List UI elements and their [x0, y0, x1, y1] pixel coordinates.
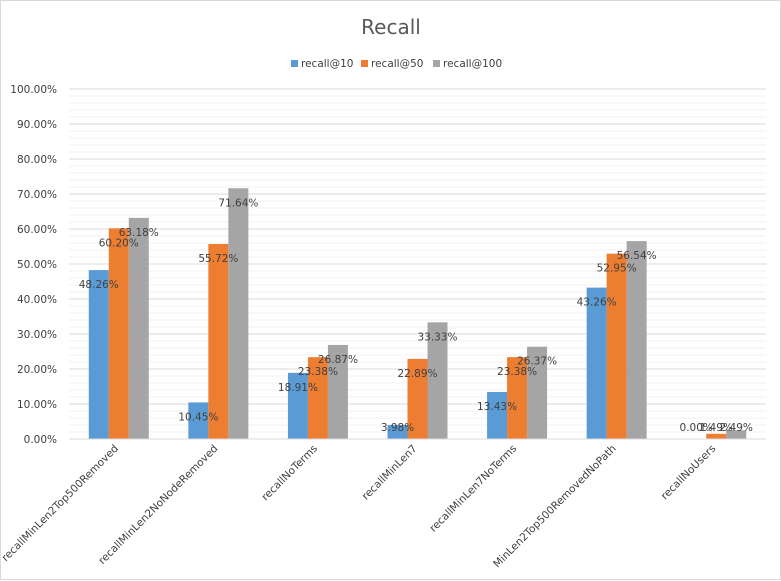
category-label: recallNoTerms [259, 443, 320, 504]
y-tick-label: 60.00% [17, 224, 57, 236]
legend-label: recall@50 [371, 58, 423, 70]
y-tick-label: 70.00% [17, 189, 57, 201]
y-axis: 0.00% 10.00% 20.00% 30.00% 40.00% 50.00% 60.00… [10, 84, 57, 446]
category-label: recallMinLen2NoNodeRemoved [96, 443, 220, 567]
data-label: 26.87% [318, 354, 358, 366]
bars [88, 188, 747, 439]
y-tick-label: 100.00% [10, 84, 57, 96]
bar-recall-at-50 [507, 357, 528, 439]
bar-recall-at-50 [706, 433, 727, 439]
data-label: 23.38% [298, 366, 338, 378]
bar-recall-at-10 [88, 270, 109, 439]
category-label: recallMinLen7NoTerms [427, 443, 519, 535]
data-label: 1.49% [700, 422, 733, 434]
data-label: 13.43% [477, 401, 517, 413]
category-label: recallMinLen2Top500Removed [1, 443, 121, 564]
bar-recall-at-10 [387, 425, 408, 439]
y-tick-label: 90.00% [17, 119, 57, 131]
bar-recall-at-50 [307, 357, 328, 439]
bar-recall-at-10 [287, 372, 308, 439]
data-label: 48.26% [79, 279, 119, 291]
data-label: 22.89% [397, 368, 437, 380]
data-label: 60.20% [99, 237, 139, 249]
data-label: 33.33% [417, 331, 457, 343]
bar-recall-at-50 [407, 358, 428, 439]
bar-recall-at-50 [606, 253, 627, 439]
bar-recall-at-100 [726, 430, 747, 439]
category-label: recallNoUsers [659, 443, 719, 503]
legend: recall@10 recall@50 recall@100 [291, 58, 502, 70]
bar-recall-at-10 [487, 391, 508, 439]
category-label: recallMinLen7 [360, 443, 420, 503]
data-label: 43.26% [577, 297, 617, 309]
x-axis: recallMinLen2Top500RemovedrecallMinLen2N… [1, 438, 766, 571]
data-label: 0.00% [680, 422, 713, 434]
legend-swatch [433, 60, 440, 67]
bar-recall-at-100 [626, 241, 647, 439]
category-label: MinLen2Top500RemovedNoPath [491, 443, 619, 571]
y-tick-label: 20.00% [17, 364, 57, 376]
y-tick-label: 40.00% [17, 294, 57, 306]
data-label: 52.95% [597, 263, 637, 275]
bar-recall-at-10 [188, 402, 209, 439]
data-label: 56.54% [617, 250, 657, 262]
bar-recall-at-100 [128, 217, 149, 439]
bar-recall-at-100 [527, 346, 548, 439]
bar-recall-at-10 [586, 287, 607, 439]
data-label: 63.18% [119, 227, 159, 239]
legend-label: recall@10 [301, 58, 353, 70]
data-label: 23.38% [497, 366, 537, 378]
data-label: 3.98% [381, 422, 414, 434]
y-tick-label: 10.00% [17, 399, 57, 411]
bar-recall-at-100 [228, 188, 249, 439]
data-labels: 48.26% 60.20%63.18% 10.45% 55.72% 71.64% 18.9… [79, 197, 753, 434]
y-tick-label: 30.00% [17, 329, 57, 341]
bar-recall-at-100 [427, 322, 448, 439]
legend-label: recall@100 [443, 58, 502, 70]
data-label: 26.37% [517, 356, 557, 368]
legend-swatch [361, 60, 368, 67]
data-label: 18.91% [278, 382, 318, 394]
bar-recall-at-50 [208, 243, 229, 439]
y-tick-label: 0.00% [24, 434, 57, 446]
chart-title: Recall [361, 15, 421, 39]
y-tick-label: 50.00% [17, 259, 57, 271]
legend-swatch [291, 60, 298, 67]
data-label: 2.49% [720, 422, 753, 434]
data-label: 10.45% [178, 411, 218, 423]
data-label: 55.72% [198, 253, 238, 265]
data-label: 71.64% [218, 197, 258, 209]
y-tick-label: 80.00% [17, 154, 57, 166]
gridlines [69, 88, 766, 440]
bar-recall-at-50 [108, 228, 129, 439]
bar-recall-at-100 [327, 344, 348, 439]
